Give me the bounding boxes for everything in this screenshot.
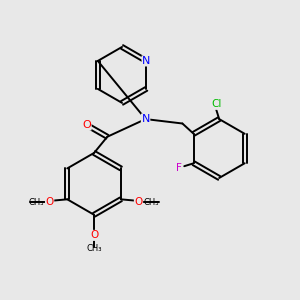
Text: CH₃: CH₃ xyxy=(86,244,102,253)
Text: N: N xyxy=(142,56,150,66)
Text: F: F xyxy=(176,163,182,173)
Text: O: O xyxy=(46,197,54,207)
Text: CH₃: CH₃ xyxy=(143,198,159,207)
Text: N: N xyxy=(141,114,150,124)
Text: Cl: Cl xyxy=(211,99,221,110)
Text: O: O xyxy=(134,197,142,207)
Text: O: O xyxy=(90,230,98,240)
Text: O: O xyxy=(82,120,91,130)
Text: CH₃: CH₃ xyxy=(28,198,44,207)
